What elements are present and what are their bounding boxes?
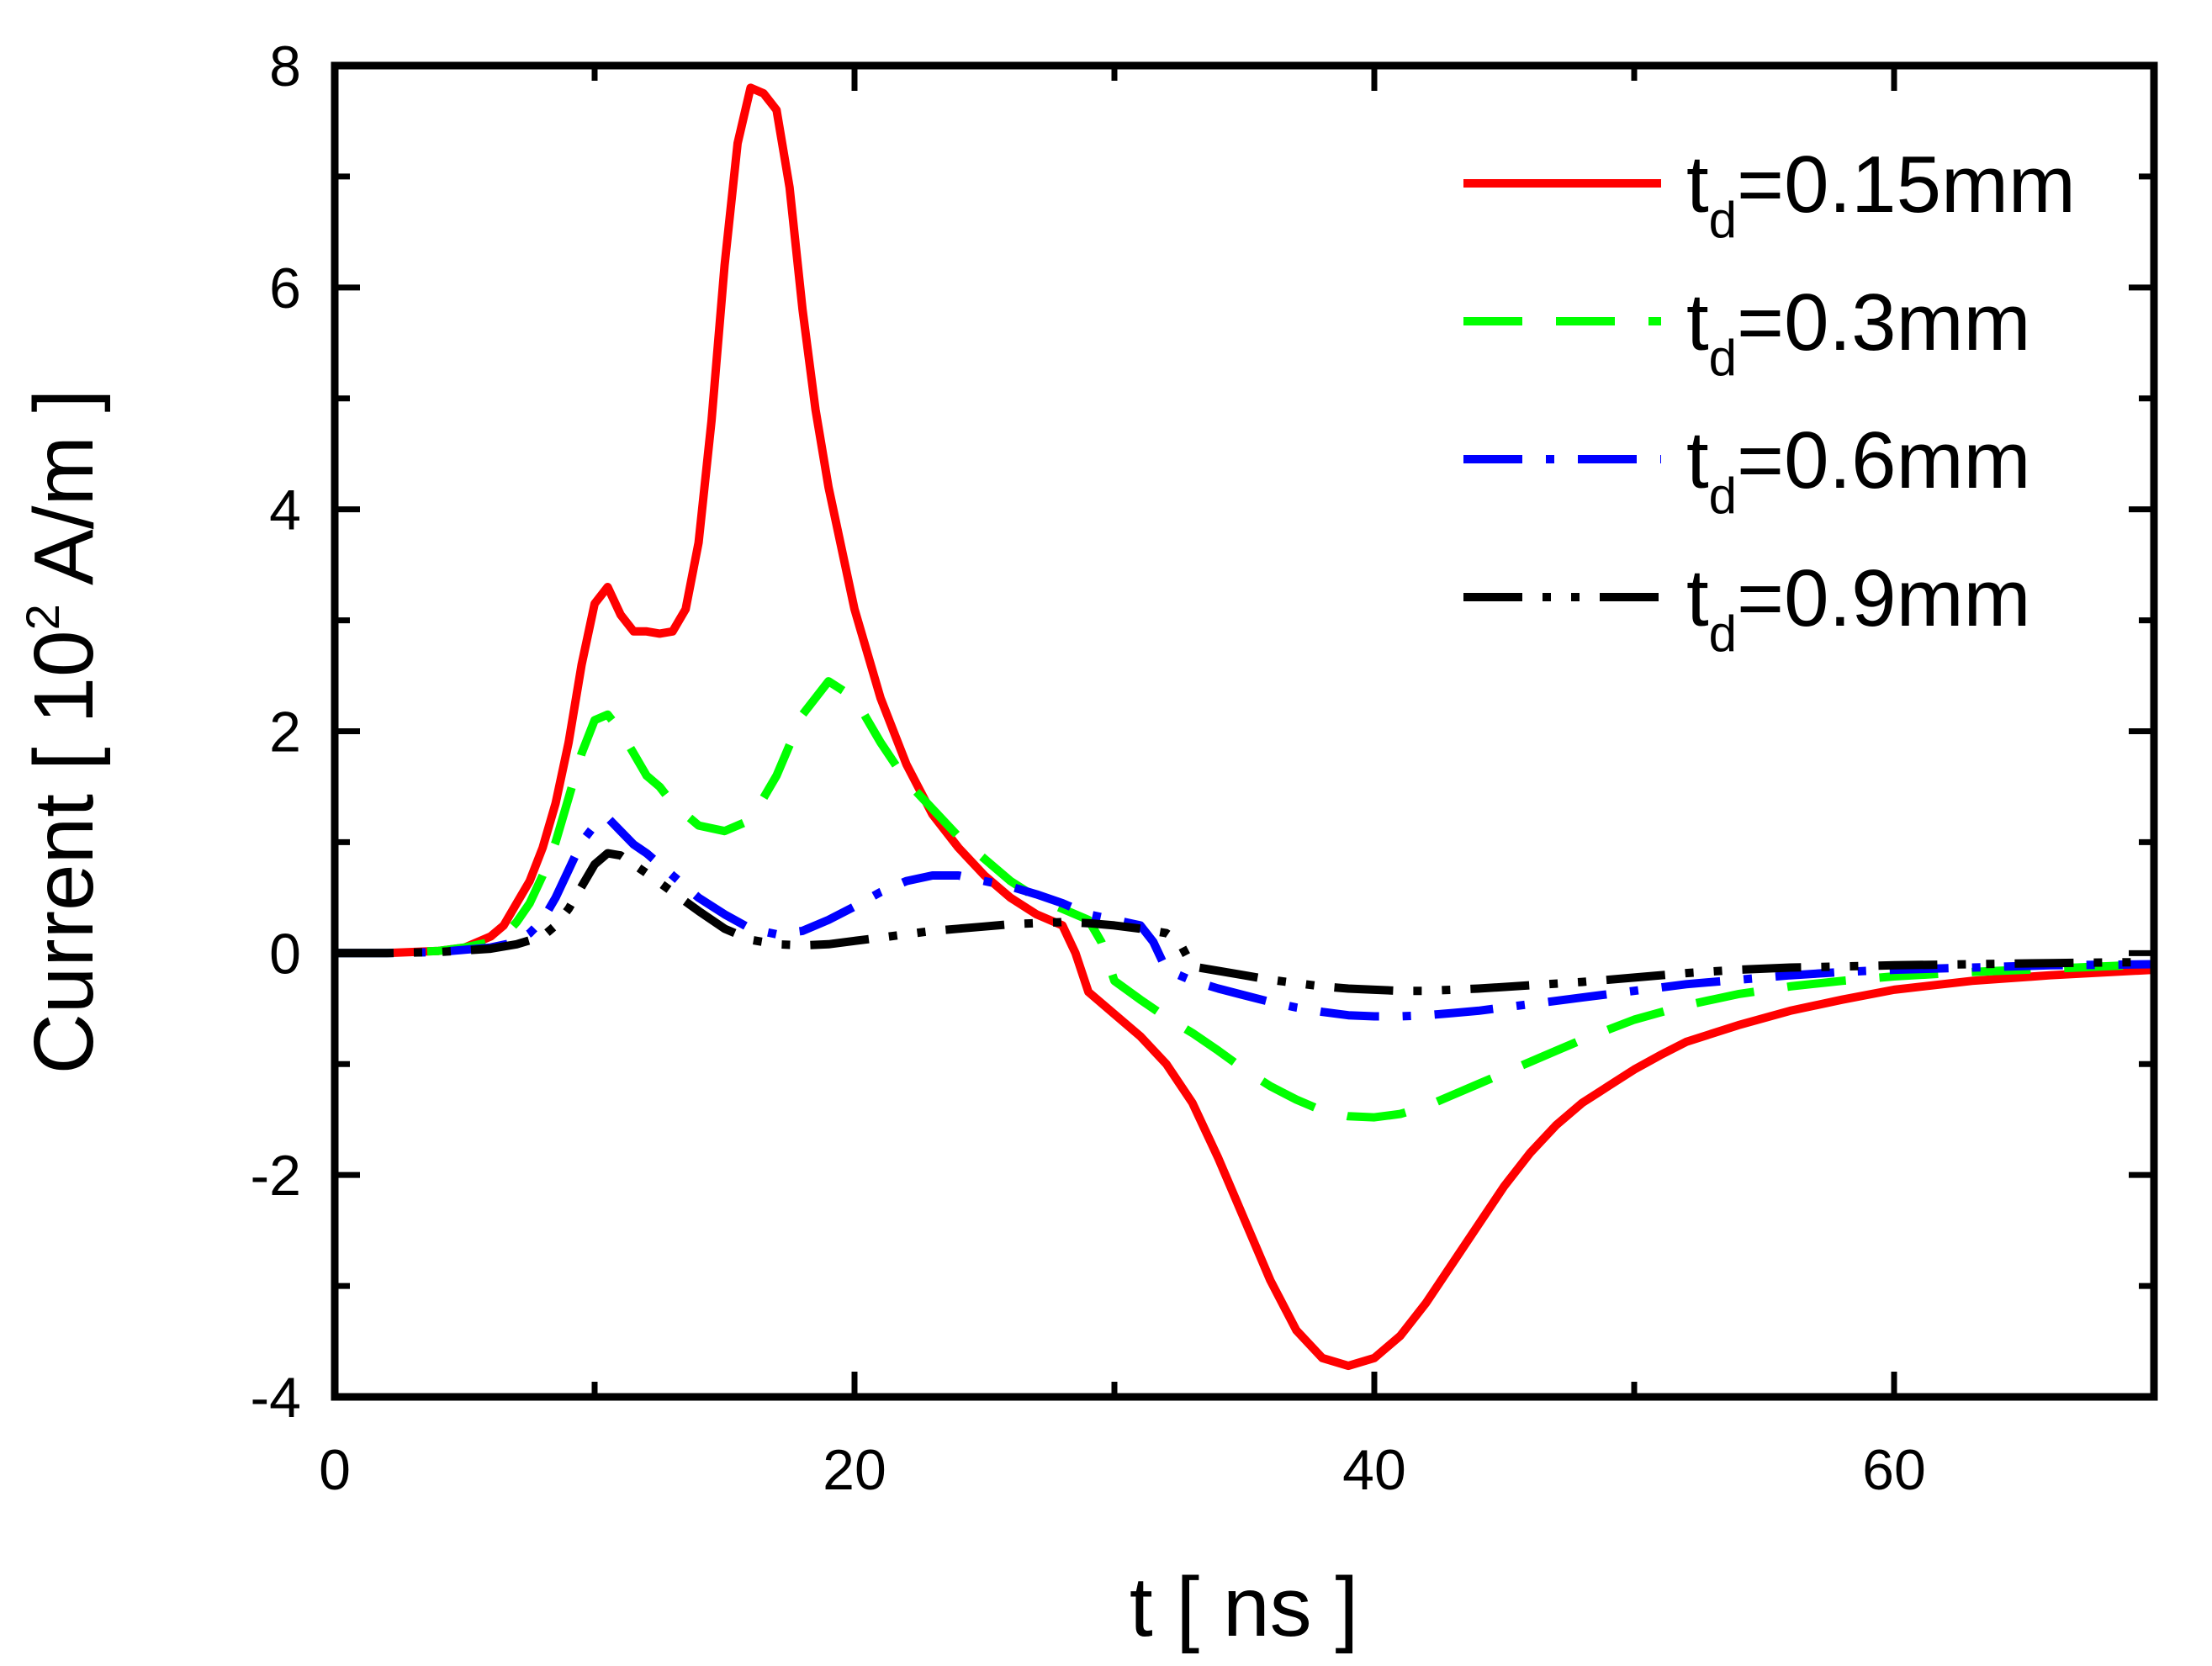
legend-label-4: td=0.9mm	[1686, 553, 2031, 662]
y-tick-label: -4	[251, 1366, 301, 1430]
y-axis-title-suffix: A/m ]	[17, 389, 111, 605]
legend: td=0.15mm td=0.3mm td=0.6mm td=0.9mm	[1463, 140, 2076, 662]
y-axis-title-superscript: 2	[16, 604, 69, 630]
x-tick-label: 20	[823, 1438, 886, 1502]
y-tick-label: -2	[251, 1144, 301, 1208]
legend-label-2: td=0.3mm	[1686, 278, 2031, 386]
y-tick-label: 6	[269, 257, 301, 320]
y-axis-title: Current [ 102 A/m ]	[16, 389, 111, 1075]
y-axis-title-prefix: Current [ 10	[17, 630, 111, 1074]
plot-frame	[331, 61, 2158, 1401]
series-layer	[335, 83, 2155, 1371]
series-line-4	[335, 849, 2155, 996]
x-tick-label: 60	[1862, 1438, 1926, 1502]
x-axis-title: t [ ns ]	[1130, 1560, 1358, 1654]
series-line-3	[335, 813, 2155, 1021]
legend-label-3: td=0.6mm	[1686, 415, 2031, 524]
x-tick-label: 0	[319, 1438, 351, 1502]
series-line-1	[335, 83, 2155, 1371]
axis-tick-labels: 0 20 40 60 -4 -2 0 2 4 6 8	[251, 34, 1926, 1502]
y-tick-label: 8	[269, 34, 301, 98]
y-tick-label: 2	[269, 701, 301, 764]
y-tick-label: 0	[269, 922, 301, 986]
y-tick-label: 4	[269, 479, 301, 542]
x-tick-label: 40	[1342, 1438, 1406, 1502]
legend-label-1: td=0.15mm	[1686, 140, 2076, 248]
